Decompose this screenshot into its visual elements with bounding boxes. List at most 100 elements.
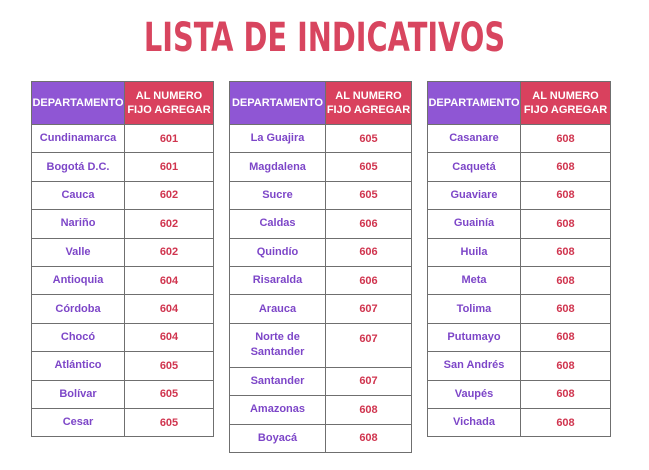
table-row: Caldas 606 bbox=[229, 209, 412, 239]
code-cell: 608 bbox=[520, 237, 611, 267]
departamento-line1: Norte de bbox=[255, 331, 300, 344]
code-cell: 604 bbox=[124, 294, 214, 324]
header-departamento: DEPARTAMENTO bbox=[427, 81, 521, 125]
table-row: Meta 608 bbox=[427, 265, 611, 296]
departamento-cell: Casanare bbox=[427, 123, 521, 154]
table-row: Cauca 602 bbox=[31, 180, 214, 211]
code-cell: 608 bbox=[520, 294, 611, 324]
header-numero-line2: FIJO AGREGAR bbox=[326, 104, 411, 116]
code-cell: 608 bbox=[520, 152, 611, 182]
table-row: Córdoba 604 bbox=[31, 294, 214, 324]
code-cell: 608 bbox=[520, 209, 611, 239]
table-row: Valle 602 bbox=[31, 237, 214, 267]
code-cell: 605 bbox=[124, 407, 214, 438]
departamento-cell: Cauca bbox=[31, 180, 125, 211]
departamento-cell: Vaupés bbox=[427, 379, 521, 409]
code-cell: 608 bbox=[520, 180, 611, 211]
departamento-cell: Quindío bbox=[229, 237, 326, 267]
table-row: Cundinamarca 601 bbox=[31, 123, 214, 154]
table-header-row: DEPARTAMENTO AL NUMERO FIJO AGREGAR bbox=[229, 81, 412, 125]
departamento-cell: Meta bbox=[427, 265, 521, 296]
table-row: La Guajira 605 bbox=[229, 123, 412, 154]
departamento-cell: Magdalena bbox=[229, 152, 326, 182]
header-numero-line1: AL NUMERO bbox=[532, 90, 599, 102]
page-title: LISTA DE INDICATIVOS bbox=[143, 15, 506, 61]
table-row: Santander 607 bbox=[229, 366, 412, 397]
table-row: Putumayo 608 bbox=[427, 322, 611, 353]
departamento-cell: Vichada bbox=[427, 407, 521, 438]
table-row: Atlántico 605 bbox=[31, 351, 214, 381]
code-cell: 606 bbox=[325, 265, 412, 296]
departamento-cell: La Guajira bbox=[229, 123, 326, 154]
departamento-cell: Bolívar bbox=[31, 379, 125, 409]
departamento-cell: San Andrés bbox=[427, 351, 521, 381]
departamento-cell: Valle bbox=[31, 237, 125, 267]
code-cell: 607 bbox=[325, 294, 412, 324]
table-row: Risaralda 606 bbox=[229, 265, 412, 296]
table-row: Magdalena 605 bbox=[229, 152, 412, 182]
departamento-cell: Santander bbox=[229, 366, 326, 397]
departamento-cell: Putumayo bbox=[427, 322, 521, 353]
code-cell: 606 bbox=[325, 237, 412, 267]
code-cell: 608 bbox=[520, 407, 611, 438]
table-row: Chocó 604 bbox=[31, 322, 214, 353]
table-header-row: DEPARTAMENTO AL NUMERO FIJO AGREGAR bbox=[31, 81, 214, 125]
code-cell: 608 bbox=[520, 379, 611, 409]
code-cell: 606 bbox=[325, 209, 412, 239]
code-cell: 602 bbox=[124, 180, 214, 211]
departamento-cell: Cundinamarca bbox=[31, 123, 125, 154]
table-row: Vaupés 608 bbox=[427, 379, 611, 409]
departamento-cell: Chocó bbox=[31, 322, 125, 353]
header-numero-fijo: AL NUMERO FIJO AGREGAR bbox=[325, 81, 412, 125]
table-row: Vichada 608 bbox=[427, 407, 611, 438]
departamento-cell: Cesar bbox=[31, 407, 125, 438]
code-cell: 605 bbox=[124, 379, 214, 409]
table-row: Norte de Santander 607 bbox=[229, 322, 412, 368]
departamento-cell: Huila bbox=[427, 237, 521, 267]
code-cell: 602 bbox=[124, 209, 214, 239]
header-numero-line2: FIJO AGREGAR bbox=[127, 104, 211, 116]
departamento-cell: Córdoba bbox=[31, 294, 125, 324]
departamento-cell: Bogotá D.C. bbox=[31, 152, 125, 182]
header-numero-fijo: AL NUMERO FIJO AGREGAR bbox=[520, 81, 611, 125]
departamento-cell: Atlántico bbox=[31, 351, 125, 381]
departamento-cell: Nariño bbox=[31, 209, 125, 239]
table-row: Huila 608 bbox=[427, 237, 611, 267]
table-row: Tolima 608 bbox=[427, 294, 611, 324]
departamento-cell: Sucre bbox=[229, 180, 326, 211]
table-row: Nariño 602 bbox=[31, 209, 214, 239]
departamento-cell: Norte de Santander bbox=[229, 322, 326, 368]
departamento-cell: Caquetá bbox=[427, 152, 521, 182]
code-cell: 608 bbox=[325, 423, 412, 453]
departamento-cell: Arauca bbox=[229, 294, 326, 324]
code-cell: 608 bbox=[520, 322, 611, 353]
code-cell: 607 bbox=[325, 322, 412, 368]
table-row: Cesar 605 bbox=[31, 407, 214, 438]
code-cell: 608 bbox=[520, 123, 611, 154]
table-row: Antioquia 604 bbox=[31, 265, 214, 296]
departamento-cell: Amazonas bbox=[229, 395, 326, 425]
code-cell: 605 bbox=[325, 180, 412, 211]
code-cell: 608 bbox=[325, 395, 412, 425]
code-cell: 607 bbox=[325, 366, 412, 397]
header-departamento: DEPARTAMENTO bbox=[229, 81, 326, 125]
departamento-cell: Boyacá bbox=[229, 423, 326, 453]
table-row: Sucre 605 bbox=[229, 180, 412, 211]
table-row: San Andrés 608 bbox=[427, 351, 611, 381]
table-row: Guaviare 608 bbox=[427, 180, 611, 211]
table-row: Bolívar 605 bbox=[31, 379, 214, 409]
header-departamento: DEPARTAMENTO bbox=[31, 81, 125, 125]
departamento-cell: Guainía bbox=[427, 209, 521, 239]
table-row: Amazonas 608 bbox=[229, 395, 412, 425]
table-row: Bogotá D.C. 601 bbox=[31, 152, 214, 182]
departamento-cell: Risaralda bbox=[229, 265, 326, 296]
code-cell: 602 bbox=[124, 237, 214, 267]
indicativos-table-2: DEPARTAMENTO AL NUMERO FIJO AGREGAR La Gu… bbox=[229, 81, 412, 453]
header-numero-line1: AL NUMERO bbox=[335, 90, 402, 102]
header-numero-fijo: AL NUMERO FIJO AGREGAR bbox=[124, 81, 214, 125]
table-header-row: DEPARTAMENTO AL NUMERO FIJO AGREGAR bbox=[427, 81, 611, 125]
code-cell: 601 bbox=[124, 123, 214, 154]
table-row: Quindío 606 bbox=[229, 237, 412, 267]
code-cell: 605 bbox=[124, 351, 214, 381]
header-numero-line1: AL NUMERO bbox=[135, 90, 203, 102]
